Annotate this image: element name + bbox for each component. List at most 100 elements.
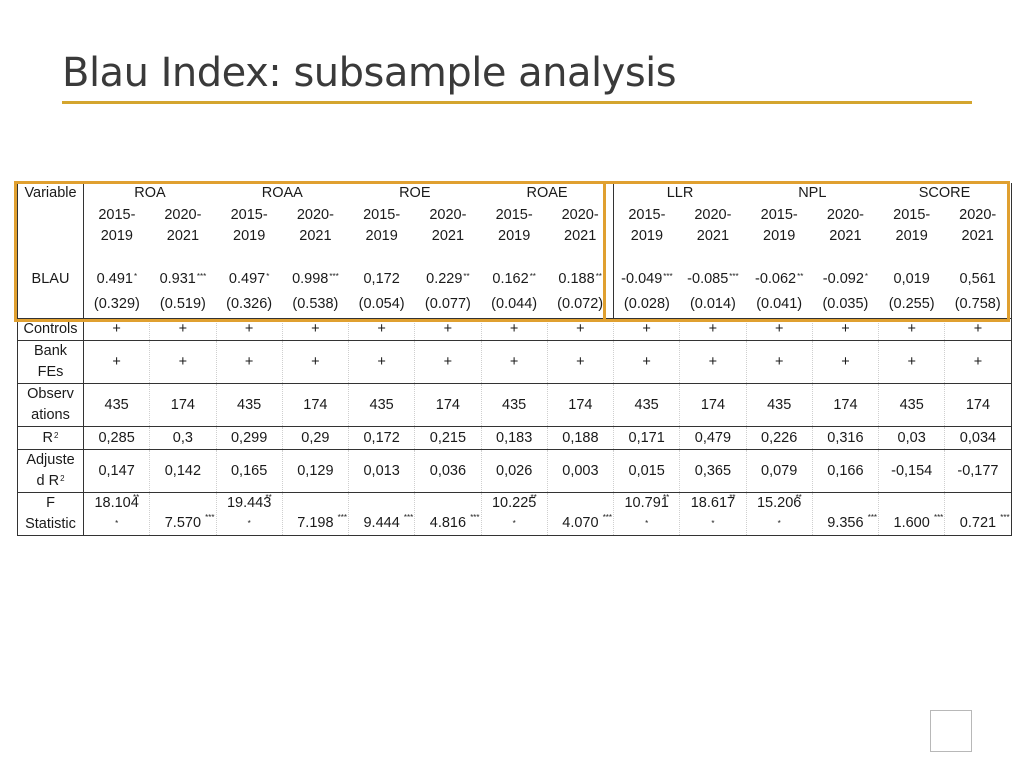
spacer-cell [282, 248, 348, 268]
r2-value: 0,171 [613, 426, 680, 450]
f-statistic-value: 15.206 ** * [745, 492, 813, 536]
spacer-cell [17, 248, 84, 268]
f-statistic-value: 9.444 *** [348, 492, 415, 536]
results-table: Variable ROA ROAA ROE ROAE LLR NPL SCORE 2015- 20… [17, 183, 1012, 536]
blau-coefficient: -0.049*** [613, 268, 680, 290]
blau-coefficient: 0,019 [893, 270, 930, 287]
f-statistic-value: 9.356 *** [811, 492, 879, 536]
significance-stars: ** [595, 271, 602, 281]
significance-stars: *** [196, 271, 207, 281]
significance-stars-wrap: * [645, 519, 649, 528]
blau-coefficient: 0.931*** [159, 270, 207, 287]
significance-stars: ** [463, 271, 470, 281]
significance-stars-wrap: * [777, 519, 781, 528]
significance-stars: ** [529, 271, 536, 281]
f-statistic-value: 10.791 ** * [613, 492, 680, 536]
f-statistic-number: 10.225 [491, 495, 537, 511]
adj-r2-value: -0,154 [878, 449, 945, 493]
r2-value: 0,183 [480, 426, 548, 450]
r2-value: 0,03 [878, 426, 945, 450]
adj-r2-value: 0,003 [546, 449, 614, 493]
f-statistic-number: 9.444 [363, 515, 400, 531]
table-row-f-statistic: F Statistic 18.104 ** * 7.570 *** 19.443 ** * 7.19… [17, 492, 1012, 536]
standard-error: (0.072) [557, 295, 604, 312]
row-label-adj-r2: Adjuste d R2 [17, 449, 84, 493]
period-header: 2015- 2019 [893, 207, 931, 244]
period-header: 2020- 2021 [164, 207, 202, 244]
table-row-bank-fes: Bank FEs + + + + + + + + + + + + + + [17, 340, 1012, 384]
r2-value: 0,316 [811, 426, 879, 450]
spacer-cell [945, 248, 1011, 268]
spacer-cell [812, 248, 878, 268]
observations-value: 174 [414, 383, 482, 427]
r2-value: 0,215 [414, 426, 482, 450]
spacer-cell [746, 248, 812, 268]
period-header: 2015- 2019 [98, 207, 136, 244]
r2-value: 0,285 [82, 426, 150, 450]
adj-r2-value: 0,147 [82, 449, 150, 493]
r2-value: 0,172 [348, 426, 415, 450]
f-statistic-number: 18.104 [94, 495, 139, 511]
row-label-bank-fes: Bank FEs [17, 340, 84, 384]
f-statistic-number: 9.356 [827, 515, 864, 531]
significance-stars: *** [663, 271, 673, 281]
significance-stars-wrap: * [711, 519, 715, 528]
group-header-roe: ROE [399, 185, 431, 201]
significance-stars: ** [530, 493, 537, 502]
r2-value: 0,226 [745, 426, 813, 450]
adj-r2-value: 0,142 [149, 449, 217, 493]
controls-value: + [480, 318, 548, 341]
f-statistic-value: 4.816 *** [414, 492, 482, 536]
adj-r2-value: 0,036 [414, 449, 482, 493]
significance-stars: ** [797, 271, 804, 281]
table-row-controls: Controls + + + + + + + + + + + + + + [17, 318, 1012, 341]
f-statistic-number: 7.570 [164, 515, 202, 531]
group-header-npl: NPL [798, 185, 827, 201]
blau-coefficient: -0.085*** [687, 270, 739, 287]
controls-value: + [414, 318, 482, 341]
r2-value: 0,188 [546, 426, 614, 450]
standard-error: (0.077) [424, 295, 471, 312]
adj-r2-value: 0,166 [811, 449, 879, 493]
controls-value: + [82, 318, 150, 341]
f-statistic-value: 7.570 *** [149, 492, 217, 536]
significance-stars: *** [933, 513, 944, 522]
f-statistic-number: 0.721 [959, 515, 997, 531]
row-label-blank [17, 290, 84, 319]
standard-error: (0.028) [613, 290, 680, 319]
f-statistic-number: 18.617 [690, 495, 736, 511]
controls-value: + [149, 318, 217, 341]
spacer-cell [150, 248, 216, 268]
r2-value: 0,3 [149, 426, 217, 450]
significance-stars: *** [470, 513, 480, 522]
bank-fes-value: + [745, 340, 813, 384]
significance-stars-wrap: * [247, 519, 251, 528]
period-header: 2020- 2021 [826, 207, 864, 244]
spacer-cell [879, 248, 945, 268]
period-header: 2020- 2021 [296, 207, 334, 244]
observations-value: 435 [613, 383, 680, 427]
spacer-cell [680, 248, 746, 268]
observations-value: 174 [546, 383, 614, 427]
blau-coefficient: 0.229** [426, 270, 470, 287]
significance-stars: ** [663, 493, 670, 502]
controls-value: + [348, 318, 415, 341]
standard-error: (0.014) [689, 295, 736, 312]
controls-value: + [281, 318, 349, 341]
adj-r2-value: 0,129 [281, 449, 349, 493]
bank-fes-value: + [878, 340, 945, 384]
f-statistic-number: 10.791 [624, 495, 669, 511]
spacer-row [17, 248, 1012, 268]
standard-error: (0.326) [226, 295, 273, 312]
f-statistic-value: 19.443 ** * [215, 492, 283, 536]
observations-value: 174 [679, 383, 747, 427]
f-statistic-number: 15.206 [756, 495, 802, 511]
period-header: 2020- 2021 [561, 207, 599, 244]
row-label-controls: Controls [17, 318, 84, 341]
significance-stars: *** [337, 513, 348, 522]
observations-value: 174 [281, 383, 349, 427]
significance-stars-wrap: * [512, 519, 516, 528]
period-header: 2015- 2019 [230, 207, 268, 244]
bank-fes-value: + [944, 340, 1012, 384]
